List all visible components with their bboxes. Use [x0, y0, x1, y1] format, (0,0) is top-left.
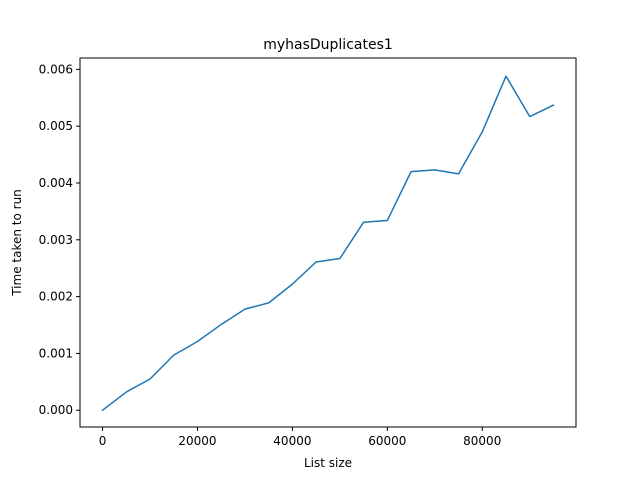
y-tick-label: 0.003: [39, 233, 73, 247]
x-tick-label: 20000: [178, 434, 216, 448]
y-axis-ticks: 0.000 0.001 0.002 0.003 0.004 0.005 0.006: [39, 62, 80, 417]
y-tick-label: 0.002: [39, 290, 73, 304]
y-tick-label: 0.004: [39, 176, 73, 190]
x-tick-label: 40000: [273, 434, 311, 448]
series-line: [101, 75, 555, 412]
x-tick-label: 0: [99, 434, 107, 448]
y-tick-label: 0.000: [39, 403, 73, 417]
series-layer: [101, 75, 555, 412]
y-axis-label: Time taken to run: [10, 189, 24, 297]
y-tick-label: 0.001: [39, 346, 73, 360]
y-tick-label: 0.005: [39, 119, 73, 133]
plot-area-frame: [79, 57, 577, 428]
x-axis-ticks: 0 20000 40000 60000 80000: [99, 427, 501, 448]
chart-title: myhasDuplicates1: [263, 37, 393, 53]
y-tick-label: 0.006: [39, 62, 73, 76]
x-axis-label: List size: [304, 456, 352, 470]
x-tick-label: 80000: [463, 434, 501, 448]
x-tick-label: 60000: [368, 434, 406, 448]
